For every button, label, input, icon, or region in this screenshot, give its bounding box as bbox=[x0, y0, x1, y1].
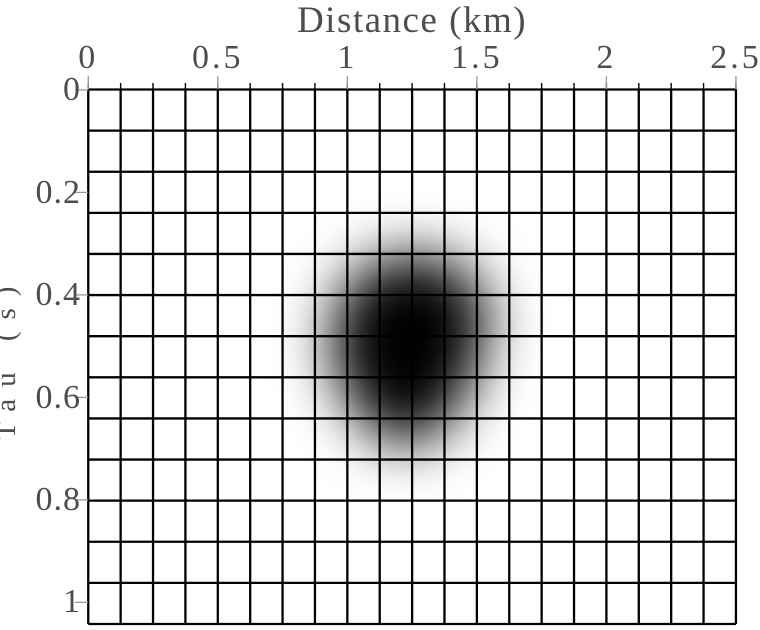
svg-text:Tau (s): Tau (s) bbox=[0, 275, 22, 440]
svg-text:1: 1 bbox=[337, 39, 357, 76]
svg-text:0.6: 0.6 bbox=[36, 379, 82, 416]
svg-text:0.5: 0.5 bbox=[192, 39, 244, 76]
svg-text:2: 2 bbox=[596, 39, 616, 76]
svg-text:0.8: 0.8 bbox=[36, 481, 82, 518]
svg-text:0.4: 0.4 bbox=[36, 276, 82, 313]
svg-text:1.5: 1.5 bbox=[451, 39, 503, 76]
svg-text:2.5: 2.5 bbox=[710, 39, 760, 76]
svg-text:0: 0 bbox=[78, 39, 98, 76]
svg-text:1: 1 bbox=[63, 583, 81, 620]
svg-text:Distance (km): Distance (km) bbox=[297, 0, 527, 41]
svg-text:0: 0 bbox=[63, 71, 81, 108]
svg-text:0.2: 0.2 bbox=[36, 174, 82, 211]
